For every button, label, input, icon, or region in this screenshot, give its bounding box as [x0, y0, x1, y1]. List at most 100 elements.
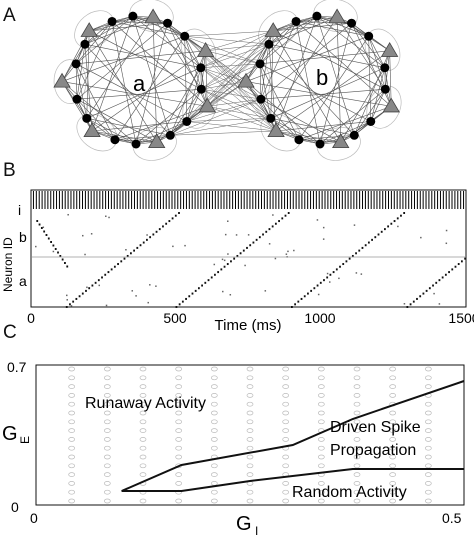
bridge-edge	[201, 63, 261, 90]
inhibitory-node	[148, 133, 166, 149]
subgroup-outline	[132, 127, 177, 161]
network-edge	[84, 21, 113, 45]
grid-sample-point	[389, 454, 397, 460]
excitatory-spike	[313, 287, 316, 290]
excitatory-spike	[207, 279, 210, 282]
excitatory-spike	[425, 289, 428, 292]
excitatory-spike	[287, 212, 290, 214]
excitatory-spike	[390, 222, 393, 225]
grid-sample-point	[139, 454, 147, 460]
upper-boundary-line	[121, 380, 465, 492]
grid-sample-point	[317, 481, 325, 486]
random-spike	[146, 234, 148, 236]
random-spike	[224, 233, 227, 236]
network-edge	[298, 134, 355, 141]
random-spike	[84, 253, 86, 256]
random-spike	[105, 215, 107, 218]
grid-sample-point	[246, 489, 254, 495]
bridge-edge	[207, 106, 271, 119]
network-edge	[75, 21, 113, 65]
excitatory-node	[294, 135, 304, 145]
network-edge	[259, 63, 262, 100]
excitatory-spike	[69, 303, 71, 306]
random-spike	[316, 219, 319, 221]
excitatory-spike	[136, 246, 139, 249]
network-edge	[111, 21, 137, 145]
network-edge	[76, 98, 116, 140]
grid-sample-point	[246, 410, 254, 416]
excitatory-node	[196, 84, 206, 94]
grid-sample-point	[424, 384, 432, 389]
grid-sample-point	[210, 410, 218, 416]
excitatory-spike	[181, 300, 184, 303]
bridge-edge	[200, 67, 262, 100]
grid-sample-point	[424, 481, 432, 486]
network-edge	[114, 134, 171, 141]
excitatory-spike	[174, 214, 177, 217]
x-tick-left: 0	[30, 510, 38, 526]
random-spike	[90, 233, 93, 235]
network-edge	[268, 16, 338, 45]
network-edge	[184, 36, 188, 122]
inhibitory-node	[80, 22, 98, 37]
grid-sample-point	[389, 410, 397, 416]
network-edge	[268, 43, 385, 69]
excitatory-spike	[107, 271, 110, 274]
x-tick-500: 500	[163, 310, 187, 326]
grid-sample-point	[317, 463, 325, 469]
network-edge	[84, 44, 171, 136]
excitatory-spike	[451, 268, 454, 271]
network-edge	[319, 23, 352, 145]
grid-sample-point	[139, 445, 147, 451]
grid-sample-point	[246, 463, 254, 469]
network-edge	[61, 81, 137, 145]
inhibitory-node	[144, 8, 162, 24]
network-edge	[135, 88, 202, 145]
excitatory-spike	[171, 217, 174, 220]
grid-sample-point	[353, 498, 361, 504]
grid-sample-point	[246, 366, 254, 372]
network-edge	[132, 15, 201, 68]
bridge-edge	[186, 118, 271, 122]
grid-sample-point	[353, 437, 361, 442]
network-edge	[114, 36, 185, 140]
excitatory-spike	[448, 271, 450, 274]
random-spike	[147, 301, 149, 304]
random-spike	[98, 284, 101, 287]
random-spike	[223, 259, 226, 262]
excitatory-spike	[152, 233, 155, 236]
grid-sample-point	[246, 419, 254, 425]
network-edge	[295, 21, 392, 107]
excitatory-spike	[239, 252, 242, 255]
grid-sample-point	[282, 393, 290, 398]
random-spike	[403, 303, 406, 305]
grid-sample-point	[424, 472, 432, 477]
excitatory-spike	[384, 228, 386, 231]
excitatory-node	[163, 18, 173, 28]
excitatory-spike	[438, 279, 441, 282]
excitatory-spike	[255, 238, 258, 241]
grid-sample-point	[210, 498, 218, 504]
grid-sample-point	[246, 472, 254, 477]
grid-sample-point	[246, 375, 254, 381]
grid-sample-point	[175, 437, 183, 442]
excitatory-spike	[59, 255, 62, 257]
grid-sample-point	[282, 375, 290, 381]
network-edge	[167, 23, 202, 68]
network-edge	[245, 81, 392, 107]
excitatory-spike	[393, 220, 396, 223]
bridge-edge	[200, 67, 277, 132]
grid-sample-point	[424, 489, 432, 495]
excitatory-spike	[246, 246, 248, 249]
grid-sample-point	[353, 375, 361, 381]
region-runaway-label: Runaway Activity	[85, 395, 206, 412]
network-edge	[84, 15, 134, 45]
random-spike	[82, 234, 84, 237]
grid-sample-point	[282, 366, 290, 372]
network-nodes	[53, 8, 400, 149]
excitatory-spike	[94, 281, 97, 284]
network-edge	[86, 67, 201, 119]
excitatory-spike	[78, 295, 81, 298]
excitatory-spike	[162, 225, 164, 228]
grid-sample-point	[353, 419, 361, 425]
